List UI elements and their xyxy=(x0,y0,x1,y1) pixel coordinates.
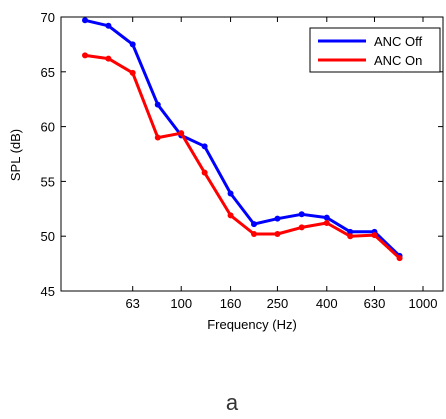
data-point-anc-on xyxy=(274,231,281,238)
x-tick-label: 160 xyxy=(220,296,242,311)
legend-label-anc-on: ANC On xyxy=(374,53,422,68)
data-point-anc-on xyxy=(227,212,234,219)
data-point-anc-off xyxy=(274,215,281,222)
legend: ANC Off ANC On xyxy=(309,27,441,73)
y-tick-label: 50 xyxy=(41,229,55,244)
series-line-anc-off xyxy=(84,18,401,257)
x-axis-title: Frequency (Hz) xyxy=(207,317,297,332)
data-point-anc-off xyxy=(227,190,234,197)
y-tick-label: 55 xyxy=(41,174,55,189)
data-point-anc-off xyxy=(154,101,161,108)
data-point-anc-on xyxy=(371,232,378,239)
data-point-anc-on xyxy=(201,169,208,176)
data-point-anc-on xyxy=(178,130,185,137)
data-point-anc-on xyxy=(251,231,257,238)
data-point-anc-off xyxy=(347,228,354,235)
data-point-anc-on xyxy=(105,55,112,62)
x-tick-label: 1000 xyxy=(409,296,438,311)
x-tick-label: 100 xyxy=(170,296,192,311)
y-tick-label: 65 xyxy=(41,65,55,80)
x-axis-ticks: 63 100 160 250 400 630 1000 xyxy=(125,17,437,311)
data-point-anc-on xyxy=(347,233,354,240)
y-tick-label: 60 xyxy=(41,120,55,135)
data-point-anc-on xyxy=(154,134,161,141)
x-tick-label: 63 xyxy=(125,296,139,311)
series-line-anc-on xyxy=(84,53,401,260)
x-tick-label: 400 xyxy=(316,296,338,311)
y-axis-title: SPL (dB) xyxy=(8,129,23,181)
data-point-anc-on xyxy=(129,69,136,76)
y-axis-ticks: 45 50 55 60 65 70 xyxy=(41,10,443,299)
data-point-anc-off xyxy=(251,221,257,228)
legend-label-anc-off: ANC Off xyxy=(374,34,423,49)
y-tick-label: 70 xyxy=(41,10,55,25)
data-point-anc-off xyxy=(298,211,305,218)
series-layer xyxy=(82,17,403,262)
legend-box xyxy=(309,27,441,73)
data-point-anc-off xyxy=(201,143,208,150)
data-point-anc-off xyxy=(129,41,136,48)
data-point-anc-off xyxy=(82,17,88,24)
data-point-anc-off xyxy=(323,214,330,221)
x-tick-label: 250 xyxy=(267,296,289,311)
x-tick-label: 630 xyxy=(364,296,386,311)
panel-label: a xyxy=(226,390,239,415)
y-tick-label: 45 xyxy=(41,284,55,299)
data-point-anc-on xyxy=(298,224,305,231)
data-point-anc-on xyxy=(82,52,88,59)
data-point-anc-off xyxy=(105,22,112,29)
data-point-anc-on xyxy=(396,255,403,262)
data-point-anc-on xyxy=(323,220,330,227)
